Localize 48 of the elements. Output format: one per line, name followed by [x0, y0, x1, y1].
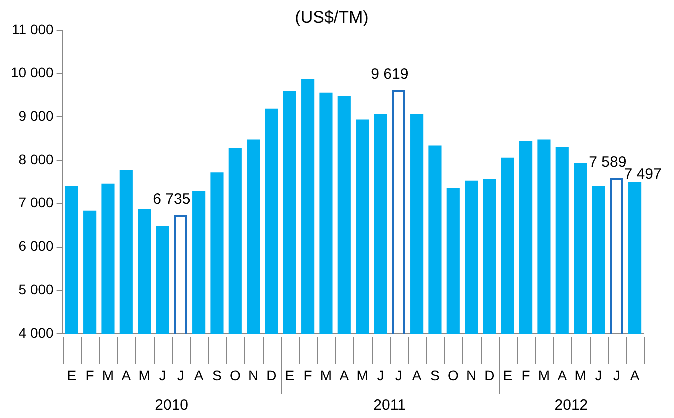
x-tick-label: F — [86, 367, 94, 384]
x-tick-label: A — [412, 367, 422, 384]
x-tick-label: M — [102, 367, 114, 384]
x-tick-label: E — [503, 367, 513, 384]
x-tick-label: F — [522, 367, 530, 384]
y-tick-label: 9 000 — [18, 108, 54, 124]
data-label: 7 589 — [589, 154, 627, 171]
x-tick-label: M — [538, 367, 550, 384]
x-tick-label: M — [356, 367, 368, 384]
data-label: 6 735 — [153, 191, 191, 208]
x-tick-label: J — [613, 367, 620, 384]
x-tick-label: J — [177, 367, 184, 384]
text: 2010 — [155, 397, 189, 414]
y-tick-label: 6 000 — [18, 238, 54, 254]
x-tick-label: E — [67, 367, 77, 384]
x-tick-label: N — [466, 367, 477, 384]
x-tick-label: A — [340, 367, 350, 384]
x-tick-label: D — [484, 367, 495, 384]
x-tick-label: M — [320, 367, 332, 384]
x-tick-label: A — [194, 367, 204, 384]
x-tick-label: M — [138, 367, 150, 384]
y-tick-label: 8 000 — [18, 151, 54, 168]
y-tick-label: 10 000 — [10, 64, 54, 81]
x-tick-label: A — [558, 367, 568, 384]
x-tick-label: A — [630, 367, 640, 384]
x-tick-label: J — [595, 367, 602, 384]
x-tick-label: O — [448, 367, 459, 384]
text: 2012 — [554, 397, 588, 414]
x-tick-label: E — [285, 367, 295, 384]
x-tick-label: J — [377, 367, 384, 384]
x-tick-label: O — [230, 367, 241, 384]
x-tick-label: S — [430, 367, 440, 384]
x-tick-label: D — [266, 367, 277, 384]
x-tick-label: J — [395, 367, 402, 384]
x-tick-label: S — [212, 367, 222, 384]
x-tick-label: F — [304, 367, 312, 384]
data-label: 7 497 — [624, 166, 662, 183]
x-tick-label: J — [159, 367, 166, 384]
x-tick-label: N — [248, 367, 259, 384]
x-tick-label: M — [574, 367, 586, 384]
y-tick-label: 7 000 — [18, 194, 54, 211]
x-tick-label: A — [122, 367, 132, 384]
y-tick-label: 5 000 — [18, 281, 54, 298]
chart-title: (US$/TM) — [295, 8, 369, 27]
text: 2011 — [374, 397, 406, 414]
data-label: 9 619 — [371, 66, 409, 83]
y-tick-label: 4 000 — [18, 324, 54, 341]
y-tick-label: 11 000 — [12, 21, 54, 38]
